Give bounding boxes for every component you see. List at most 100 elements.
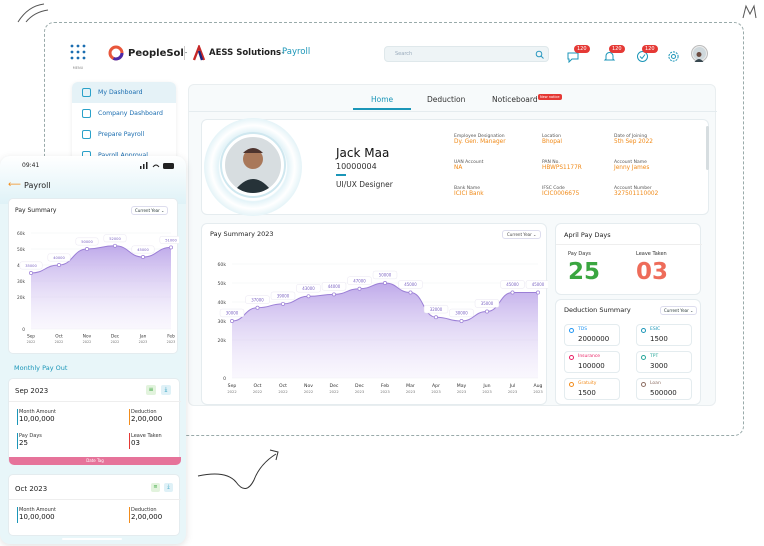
deduction-label: ESIC [650, 327, 661, 332]
data-label-box [449, 308, 474, 318]
sidebar-item-my-dashboard[interactable]: My Dashboard [72, 82, 176, 103]
data-label: 47000 [353, 278, 366, 283]
divider [184, 46, 185, 60]
divider [9, 401, 181, 402]
company-name: AESS Solutions [209, 48, 282, 58]
deduction-label: Gratuity [578, 381, 597, 386]
area-fill [232, 283, 538, 378]
data-point [113, 243, 117, 248]
sidebar-item-prepare-payroll[interactable]: Prepare Payroll [72, 124, 176, 145]
month-card-sep[interactable]: Sep 2023 ≡ ⤓ Month Amount 10,00,000 Deduc… [8, 378, 181, 465]
menu-button[interactable]: MENU [68, 42, 88, 70]
mobile-header [0, 156, 186, 204]
field-uan: UAN Account NA [454, 160, 484, 171]
y-tick-label: 0 [22, 327, 25, 333]
mobile-title: Payroll [24, 181, 51, 190]
list-icon[interactable]: ≡ [151, 483, 160, 492]
deduction-value: 1500 [578, 389, 596, 397]
year-filter-dropdown[interactable]: Current Year ⌄ [502, 230, 542, 239]
x-tick-label: Nov [304, 383, 313, 389]
x-tick-year: 2022 [83, 340, 92, 344]
settings-button[interactable] [667, 48, 680, 67]
x-tick-year: 2023 [380, 390, 390, 394]
scrollbar[interactable] [706, 126, 709, 170]
data-label-box [103, 234, 127, 243]
y-tick-label: 20k [217, 338, 226, 344]
main-panel: Home Deduction Noticeboard New notice Ja… [188, 84, 717, 406]
field-designation: Employee Designation Dy. Gen. Manager [454, 134, 506, 145]
accent-bar [129, 409, 130, 425]
chat-icon [567, 52, 579, 64]
list-icon[interactable]: ≡ [146, 385, 156, 395]
month-card-title: Sep 2023 [15, 387, 49, 395]
company-logo: AESS Solutions ™ [192, 45, 285, 61]
profile-photo [222, 134, 284, 196]
x-tick-year: 2022 [253, 390, 262, 394]
sidebar-item-label: Payroll Approval [98, 152, 148, 159]
x-tick-label: Sep [27, 334, 35, 340]
data-label-box [423, 305, 449, 314]
data-label: 50000 [81, 240, 93, 244]
data-label: 51000 [165, 238, 177, 242]
deduction-summary-card: Deduction Summary Current Year ⌄ TDS 200… [555, 299, 701, 405]
data-label-box [270, 291, 296, 300]
y-tick-label: 30k [17, 279, 25, 285]
data-point [459, 319, 464, 323]
deduction-label: TDS [578, 327, 588, 332]
x-tick-year: 2023 [508, 390, 518, 394]
x-tick-year: 2022 [27, 340, 36, 344]
april-title: April Pay Days [564, 231, 611, 239]
deduction-filter-dropdown[interactable]: Current Year ⌄ [660, 306, 698, 315]
data-label-box [474, 299, 500, 308]
notification-button[interactable]: 120 [603, 45, 625, 67]
x-tick-year: 2023 [355, 390, 365, 394]
data-label: 45000 [137, 248, 149, 252]
x-tick-label: Aug [534, 383, 543, 389]
field-bank-name: Bank Name ICICI Bank [454, 186, 484, 197]
month-card-oct[interactable]: Oct 2023 ≡ ⤓ Month Amount 10,00,000 Deduc… [8, 474, 181, 536]
search-input[interactable]: Search [384, 46, 549, 62]
x-tick-label: Feb [167, 334, 175, 340]
x-tick-year: 2023 [139, 340, 148, 344]
data-label-box [159, 236, 179, 244]
back-arrow-icon[interactable]: ⟵ [8, 180, 21, 190]
pay-days-label: Pay Days [568, 251, 591, 257]
mobile-filter-dropdown[interactable]: Current Year ⌄ [131, 206, 169, 215]
data-label: 50000 [379, 273, 392, 278]
sidebar-item-company-dashboard[interactable]: Company Dashboard [72, 103, 176, 124]
menu-label: MENU [72, 66, 84, 70]
tasks-badge: 120 [642, 45, 658, 53]
tab-home[interactable]: Home [371, 95, 394, 104]
chat-button[interactable]: 120 [566, 45, 590, 67]
x-tick-label: Mar [406, 383, 415, 389]
data-label: 30000 [455, 311, 468, 316]
x-tick-label: Apr [432, 383, 440, 389]
data-point [357, 286, 362, 291]
name-accent [336, 174, 346, 176]
x-tick-label: Jun [482, 383, 490, 389]
deduction-value: 100000 [578, 362, 605, 370]
leave-taken-label: Leave Taken [636, 251, 667, 257]
data-point [141, 255, 145, 259]
tab-noticeboard[interactable]: Noticeboard [492, 95, 538, 104]
tab-deduction[interactable]: Deduction [427, 95, 466, 104]
tasks-button[interactable]: 120 [636, 45, 658, 67]
accent-bar [17, 507, 18, 523]
data-label: 32000 [430, 307, 443, 312]
y-tick-label: 50k [17, 247, 25, 253]
new-notice-badge: New notice [538, 94, 562, 100]
download-icon[interactable]: ⤓ [161, 385, 171, 395]
month-amount: Month Amount 10,00,000 [19, 409, 56, 423]
data-label: 45000 [506, 282, 519, 287]
data-label: 39000 [277, 293, 290, 298]
avatar[interactable] [692, 46, 707, 62]
divider [556, 244, 702, 245]
divider [189, 111, 717, 112]
data-label: 37000 [251, 297, 264, 302]
monthly-pay-out-title: Monthly Pay Out [14, 364, 68, 372]
x-tick-label: Dec [111, 334, 120, 340]
field-ifsc: IFSC Code ICIC0006675 [542, 186, 580, 197]
sidebar-item-label: My Dashboard [98, 89, 143, 96]
download-icon[interactable]: ⤓ [164, 483, 173, 492]
mobile-app: 09:41 ⟵ Payroll Pay Summary Current Year… [0, 156, 186, 544]
